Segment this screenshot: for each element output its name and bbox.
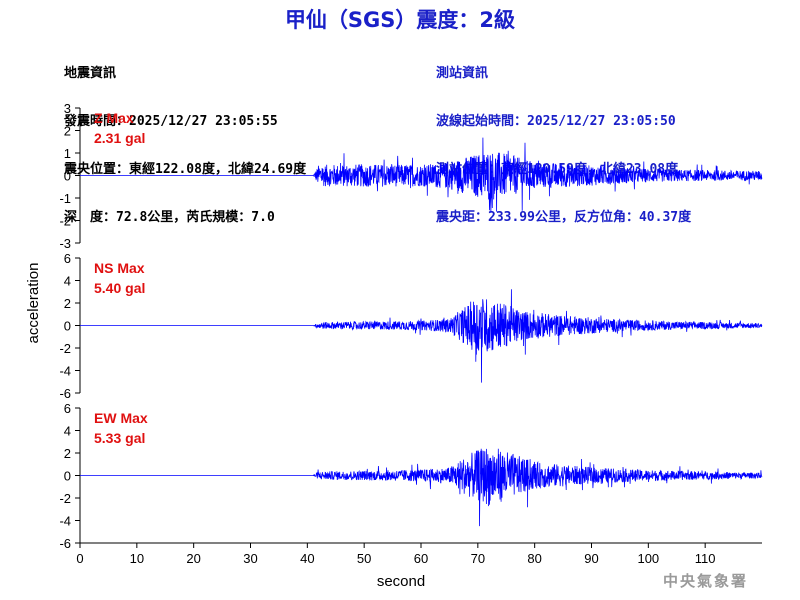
y-axis-title: acceleration bbox=[25, 263, 42, 344]
z-max-title: Z Max bbox=[94, 110, 134, 126]
station-info-heading: 測站資訊 bbox=[436, 66, 489, 81]
x-tick-label: 0 bbox=[76, 551, 83, 566]
ew-y-tick-label: 6 bbox=[64, 401, 71, 416]
ns-y-tick-label: -6 bbox=[59, 386, 71, 401]
ns-y-tick-label: -2 bbox=[59, 341, 71, 356]
ew-max-value: 5.33 gal bbox=[94, 430, 146, 446]
ns-trace bbox=[80, 289, 763, 383]
x-tick-label: 90 bbox=[584, 551, 598, 566]
ew-y-tick-label: -2 bbox=[59, 491, 71, 506]
x-tick-label: 100 bbox=[637, 551, 659, 566]
ew-trace bbox=[80, 448, 763, 527]
ns-y-tick-label: 4 bbox=[64, 274, 71, 289]
x-tick-label: 20 bbox=[186, 551, 200, 566]
depth-magnitude-text: 深 度：72.8公里，芮氏規模：7.0 bbox=[64, 210, 275, 225]
ns-y-tick-label: -4 bbox=[59, 364, 71, 379]
ns-max-value: 5.40 gal bbox=[94, 280, 146, 296]
epicenter-text: 震央位置：東經122.08度，北緯24.69度 bbox=[64, 162, 307, 177]
ns-y-tick-label: 2 bbox=[64, 296, 71, 311]
event-info-heading: 地震資訊 bbox=[64, 66, 117, 81]
ew-max-label: EW Max 5.33 gal bbox=[94, 408, 148, 448]
ns-max-title: NS Max bbox=[94, 260, 145, 276]
ew-y-tick-label: 0 bbox=[64, 469, 71, 484]
z-trace bbox=[80, 137, 763, 213]
z-y-tick-label: -3 bbox=[59, 236, 71, 251]
z-max-label: Z Max 2.31 gal bbox=[94, 108, 145, 148]
x-tick-label: 30 bbox=[243, 551, 257, 566]
x-tick-label: 80 bbox=[527, 551, 541, 566]
z-max-value: 2.31 gal bbox=[94, 130, 146, 146]
origin-time-text: 發震時間：2025/12/27 23:05:55 bbox=[64, 114, 278, 129]
wave-start-text: 波線起始時間：2025/12/27 23:05:50 bbox=[436, 114, 676, 129]
x-tick-label: 60 bbox=[414, 551, 428, 566]
x-tick-label: 110 bbox=[695, 551, 716, 566]
x-axis-title: second bbox=[377, 573, 425, 590]
ew-y-tick-label: 4 bbox=[64, 424, 71, 439]
ns-y-tick-label: 0 bbox=[64, 319, 71, 334]
agency-watermark: 中央氣象署 bbox=[662, 572, 748, 590]
station-info-block: 測站資訊 波線起始時間：2025/12/27 23:05:50 測站位置：東經1… bbox=[436, 34, 691, 242]
x-tick-label: 10 bbox=[130, 551, 144, 566]
ns-y-tick-label: 6 bbox=[64, 251, 71, 266]
z-y-tick-label: 2 bbox=[64, 124, 71, 139]
z-y-tick-label: 1 bbox=[64, 146, 71, 161]
ew-y-tick-label: 2 bbox=[64, 446, 71, 461]
chart-title: 甲仙（SGS）震度：2級 bbox=[284, 8, 516, 32]
x-tick-label: 70 bbox=[471, 551, 485, 566]
x-tick-label: 40 bbox=[300, 551, 314, 566]
ns-max-label: NS Max 5.40 gal bbox=[94, 258, 145, 298]
event-info-block: 地震資訊 發震時間：2025/12/27 23:05:55 震央位置：東經122… bbox=[64, 34, 306, 242]
z-y-tick-label: 3 bbox=[64, 101, 71, 116]
ew-y-tick-label: -4 bbox=[59, 514, 71, 529]
z-y-tick-label: -1 bbox=[59, 191, 71, 206]
epicentral-distance-text: 震央距：233.99公里，反方位角：40.37度 bbox=[436, 210, 692, 225]
z-y-tick-label: -2 bbox=[59, 214, 71, 229]
ew-y-tick-label: -6 bbox=[59, 536, 71, 551]
x-tick-label: 50 bbox=[357, 551, 371, 566]
ew-max-title: EW Max bbox=[94, 410, 148, 426]
z-y-tick-label: 0 bbox=[64, 169, 71, 184]
